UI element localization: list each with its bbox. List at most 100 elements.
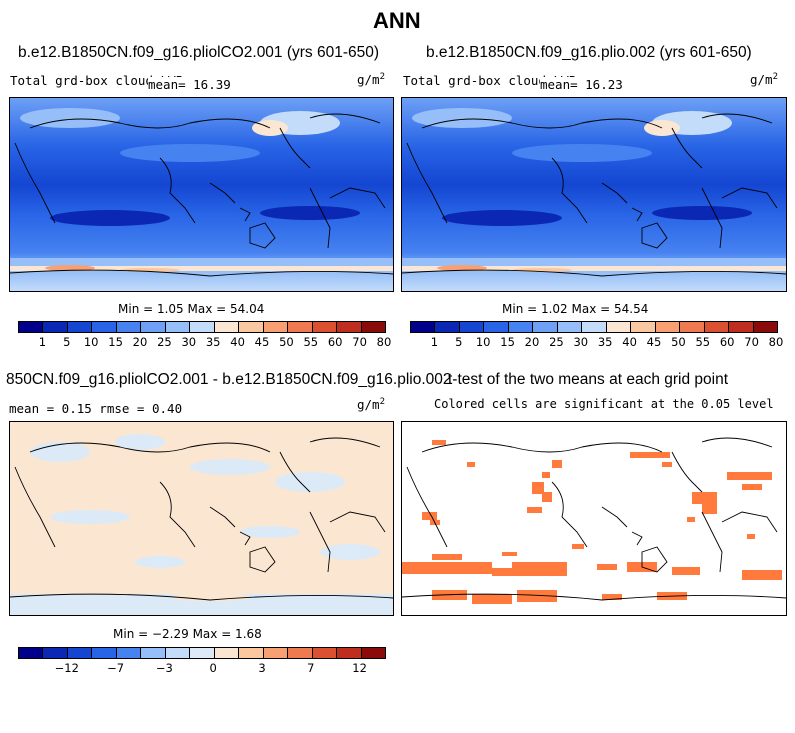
colorbar-swatch [165,648,191,658]
colorbar-tick-label: 70 [744,335,759,349]
colorbar-swatch [312,322,338,332]
colorbar-tick-label: −7 [107,661,125,675]
map-top-right [401,97,787,292]
colorbar-swatch [92,322,117,332]
colorbar-diff [18,647,386,659]
colorbar-tick-label: 10 [475,335,491,349]
colorbar-field-right-ticks: 1 5 10 15 20 25 30 35 40 45 50 55 60 70 80 [410,335,784,349]
colorbar-tick-label: 30 [573,335,589,349]
colorbar-swatch [288,322,313,332]
colorbar-tick-label: 55 [303,335,319,349]
colorbar-tick-label: 50 [279,335,294,349]
colorbar-swatch [361,648,386,658]
colorbar-swatch [484,322,509,332]
colorbar-swatch [508,322,534,332]
colorbar-tick-label: 60 [719,335,735,349]
difference-map [10,422,393,615]
variable-label-top-right: Total grd-box cloud LWP [403,73,577,88]
map-bottom-left [9,421,394,616]
colorbar-swatch [288,648,313,658]
panel-title-top-left: b.e12.B1850CN.f09_g16.pliolCO2.001 (yrs … [18,44,380,61]
significance-map [402,422,786,615]
colorbar-tick-label: 80 [376,335,392,349]
colorbar-tick-label: 25 [549,335,564,349]
mean-label-top-right: mean= 16.23 [540,77,623,92]
colorbar-field-left-ticks: 1 5 10 15 20 25 30 35 40 45 50 55 60 70 80 [18,335,392,349]
colorbar-swatch [704,322,730,332]
units-label-top-right: g/m2 [750,72,778,88]
colorbar-tick-label: 55 [695,335,711,349]
colorbar-swatch [312,648,338,658]
colorbar-tick-label: 40 [622,335,637,349]
colorbar-swatch [141,322,166,332]
mean-label-top-left: mean= 16.39 [148,77,231,92]
minmax-bottom-left: Min = −2.29 Max = 1.68 [113,627,262,641]
colorbar-tick-label: 30 [181,335,197,349]
colorbar-swatch [729,322,754,332]
colorbar-swatch [533,322,558,332]
colorbar-swatch [92,648,117,658]
colorbar-swatch [263,322,289,332]
colorbar-tick-label: −12 [54,661,79,675]
colorbar-tick-label: 80 [768,335,784,349]
colorbar-swatch [680,322,705,332]
colorbar-tick-label: 5 [455,335,463,349]
colorbar-swatch [43,322,68,332]
colorbar-tick-label: −3 [155,661,173,675]
colorbar-tick-label: 15 [108,335,123,349]
colorbar-swatch [655,322,681,332]
colorbar-tick-label: 10 [83,335,99,349]
map-bottom-right [401,421,787,616]
colorbar-swatch [67,648,93,658]
colorbar-swatch [116,648,142,658]
colorbar-tick-label: 0 [209,661,217,675]
colorbar-swatch [606,322,632,332]
colorbar-tick-label: 15 [500,335,515,349]
colorbar-tick-label: 20 [524,335,540,349]
colorbar-swatch [214,322,240,332]
colorbar-tick-label: 60 [327,335,343,349]
colorbar-swatch [337,322,362,332]
colorbar-swatch [165,322,191,332]
lwp-field-map [10,98,393,291]
colorbar-swatch [361,322,386,332]
stats-bottom-left: mean = 0.15 rmse = 0.40 [9,401,183,416]
colorbar-tick-label: 25 [157,335,172,349]
colorbar-swatch [141,648,166,658]
colorbar-swatch [753,322,778,332]
colorbar-tick-label: 45 [646,335,662,349]
subtitle-bottom-right: Colored cells are significant at the 0.0… [434,397,774,411]
colorbar-tick-label: 50 [671,335,686,349]
colorbar-swatch [43,648,68,658]
colorbar-swatch [239,322,264,332]
colorbar-diff-ticks: −12 −7 −3 0 3 7 12 [18,661,386,675]
colorbar-swatch [67,322,93,332]
colorbar-tick-label: 45 [254,335,270,349]
colorbar-tick-label: 1 [38,335,47,349]
colorbar-swatch [190,648,215,658]
colorbar-tick-label: 12 [352,661,367,675]
map-top-left [9,97,394,292]
panel-title-bottom-right: t-test of the two means at each grid poi… [448,371,729,388]
colorbar-swatch [435,322,460,332]
colorbar-swatch [263,648,289,658]
colorbar-tick-label: 35 [597,335,613,349]
lwp-field-map [402,98,786,291]
colorbar-tick-label: 35 [205,335,221,349]
colorbar-swatch [582,322,607,332]
colorbar-tick-label: 20 [132,335,148,349]
minmax-top-left: Min = 1.05 Max = 54.04 [118,302,265,316]
figure-title: ANN [373,8,421,33]
colorbar-tick-label: 3 [258,661,266,675]
colorbar-tick-label: 7 [307,661,315,675]
panel-title-bottom-left: 850CN.f09_g16.pliolCO2.001 - b.e12.B1850… [6,371,452,388]
colorbar-swatch [337,648,362,658]
colorbar-swatch [19,648,44,658]
colorbar-swatch [190,322,215,332]
colorbar-swatch [459,322,485,332]
colorbar-swatch [214,648,240,658]
colorbar-tick-label: 40 [230,335,245,349]
colorbar-tick-label: 1 [430,335,439,349]
units-label-top-left: g/m2 [357,72,385,88]
units-label-bottom-left: g/m2 [357,397,385,413]
